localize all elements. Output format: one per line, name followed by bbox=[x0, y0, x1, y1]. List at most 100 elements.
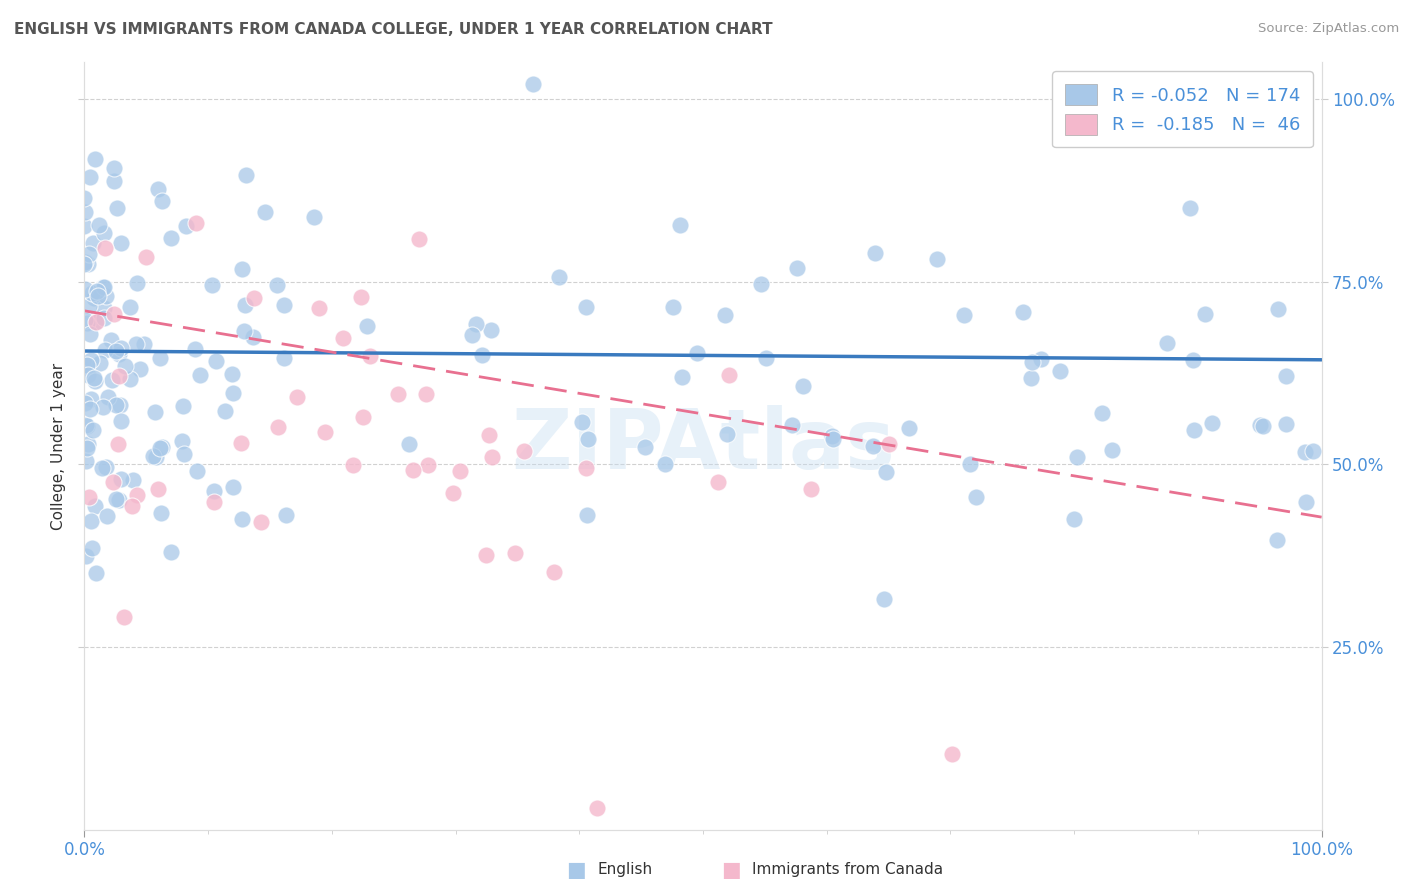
Point bbox=[107, 347, 129, 361]
Point bbox=[103, 307, 125, 321]
Point bbox=[186, 464, 208, 478]
Point bbox=[654, 457, 676, 471]
Point bbox=[716, 427, 738, 442]
Point bbox=[1302, 444, 1324, 458]
Text: Immigrants from Canada: Immigrants from Canada bbox=[752, 863, 943, 877]
Point bbox=[86, 566, 108, 580]
Point bbox=[233, 324, 256, 338]
Point bbox=[1182, 423, 1205, 437]
Point bbox=[267, 420, 290, 434]
Point bbox=[93, 227, 115, 241]
Point bbox=[132, 336, 155, 351]
Point bbox=[1201, 416, 1223, 430]
Point bbox=[174, 219, 197, 233]
Point bbox=[73, 359, 96, 373]
Point bbox=[121, 499, 143, 513]
Point bbox=[965, 490, 987, 504]
Point bbox=[76, 419, 98, 434]
Point bbox=[146, 182, 169, 196]
Point bbox=[273, 298, 295, 312]
Point bbox=[1091, 406, 1114, 420]
Point bbox=[73, 282, 96, 296]
Point bbox=[1156, 336, 1178, 351]
Point bbox=[634, 441, 657, 455]
Point bbox=[173, 447, 195, 461]
Point bbox=[250, 515, 273, 529]
Text: ZIPAtlas: ZIPAtlas bbox=[510, 406, 896, 486]
Point bbox=[76, 454, 98, 468]
Point bbox=[231, 261, 253, 276]
Point bbox=[1181, 353, 1204, 368]
Point bbox=[107, 493, 129, 508]
Point bbox=[873, 591, 896, 606]
Point bbox=[503, 546, 526, 560]
Point bbox=[479, 323, 502, 337]
Point bbox=[662, 300, 685, 314]
Text: English: English bbox=[598, 863, 652, 877]
Point bbox=[94, 343, 117, 358]
Point bbox=[107, 437, 129, 451]
Point bbox=[73, 257, 96, 271]
Point bbox=[669, 218, 692, 232]
Point bbox=[755, 351, 778, 366]
Point bbox=[359, 350, 381, 364]
Point bbox=[148, 483, 170, 497]
Point bbox=[229, 435, 252, 450]
Point bbox=[118, 300, 141, 314]
Point bbox=[80, 541, 103, 555]
Point bbox=[1063, 512, 1085, 526]
Text: ■: ■ bbox=[567, 860, 586, 880]
Point bbox=[89, 356, 111, 370]
Point bbox=[160, 231, 183, 245]
Point bbox=[82, 235, 104, 250]
Point bbox=[80, 514, 103, 528]
Point bbox=[96, 288, 118, 302]
Point bbox=[135, 250, 157, 264]
Point bbox=[314, 425, 336, 439]
Point bbox=[80, 353, 103, 368]
Point bbox=[83, 152, 105, 166]
Point bbox=[84, 315, 107, 329]
Point bbox=[75, 418, 97, 433]
Point bbox=[149, 506, 172, 520]
Point bbox=[75, 396, 97, 410]
Point bbox=[821, 429, 844, 443]
Point bbox=[105, 344, 128, 359]
Point bbox=[481, 450, 503, 465]
Point bbox=[953, 308, 976, 322]
Point bbox=[120, 371, 142, 385]
Point bbox=[274, 508, 297, 523]
Point bbox=[129, 361, 152, 376]
Point bbox=[408, 231, 430, 245]
Point bbox=[441, 486, 464, 500]
Point bbox=[103, 174, 125, 188]
Point bbox=[104, 398, 127, 412]
Text: Source: ZipAtlas.com: Source: ZipAtlas.com bbox=[1258, 22, 1399, 36]
Point bbox=[170, 434, 193, 448]
Point bbox=[418, 458, 440, 472]
Point bbox=[585, 800, 607, 814]
Point bbox=[79, 169, 101, 184]
Point bbox=[83, 291, 105, 305]
Point bbox=[86, 284, 108, 298]
Point bbox=[142, 449, 165, 463]
Point bbox=[449, 464, 471, 478]
Point bbox=[1274, 417, 1296, 431]
Point bbox=[304, 210, 326, 224]
Point bbox=[875, 465, 897, 479]
Point bbox=[76, 441, 98, 455]
Point bbox=[127, 488, 149, 502]
Point bbox=[308, 301, 330, 315]
Point bbox=[149, 351, 172, 366]
Point bbox=[91, 280, 114, 294]
Point bbox=[73, 205, 96, 219]
Point bbox=[202, 483, 225, 498]
Point bbox=[77, 491, 100, 505]
Point bbox=[145, 450, 167, 464]
Point bbox=[235, 169, 257, 183]
Point bbox=[707, 475, 730, 489]
Point bbox=[1049, 364, 1071, 378]
Point bbox=[575, 300, 598, 314]
Point bbox=[578, 433, 600, 447]
Point bbox=[90, 461, 112, 475]
